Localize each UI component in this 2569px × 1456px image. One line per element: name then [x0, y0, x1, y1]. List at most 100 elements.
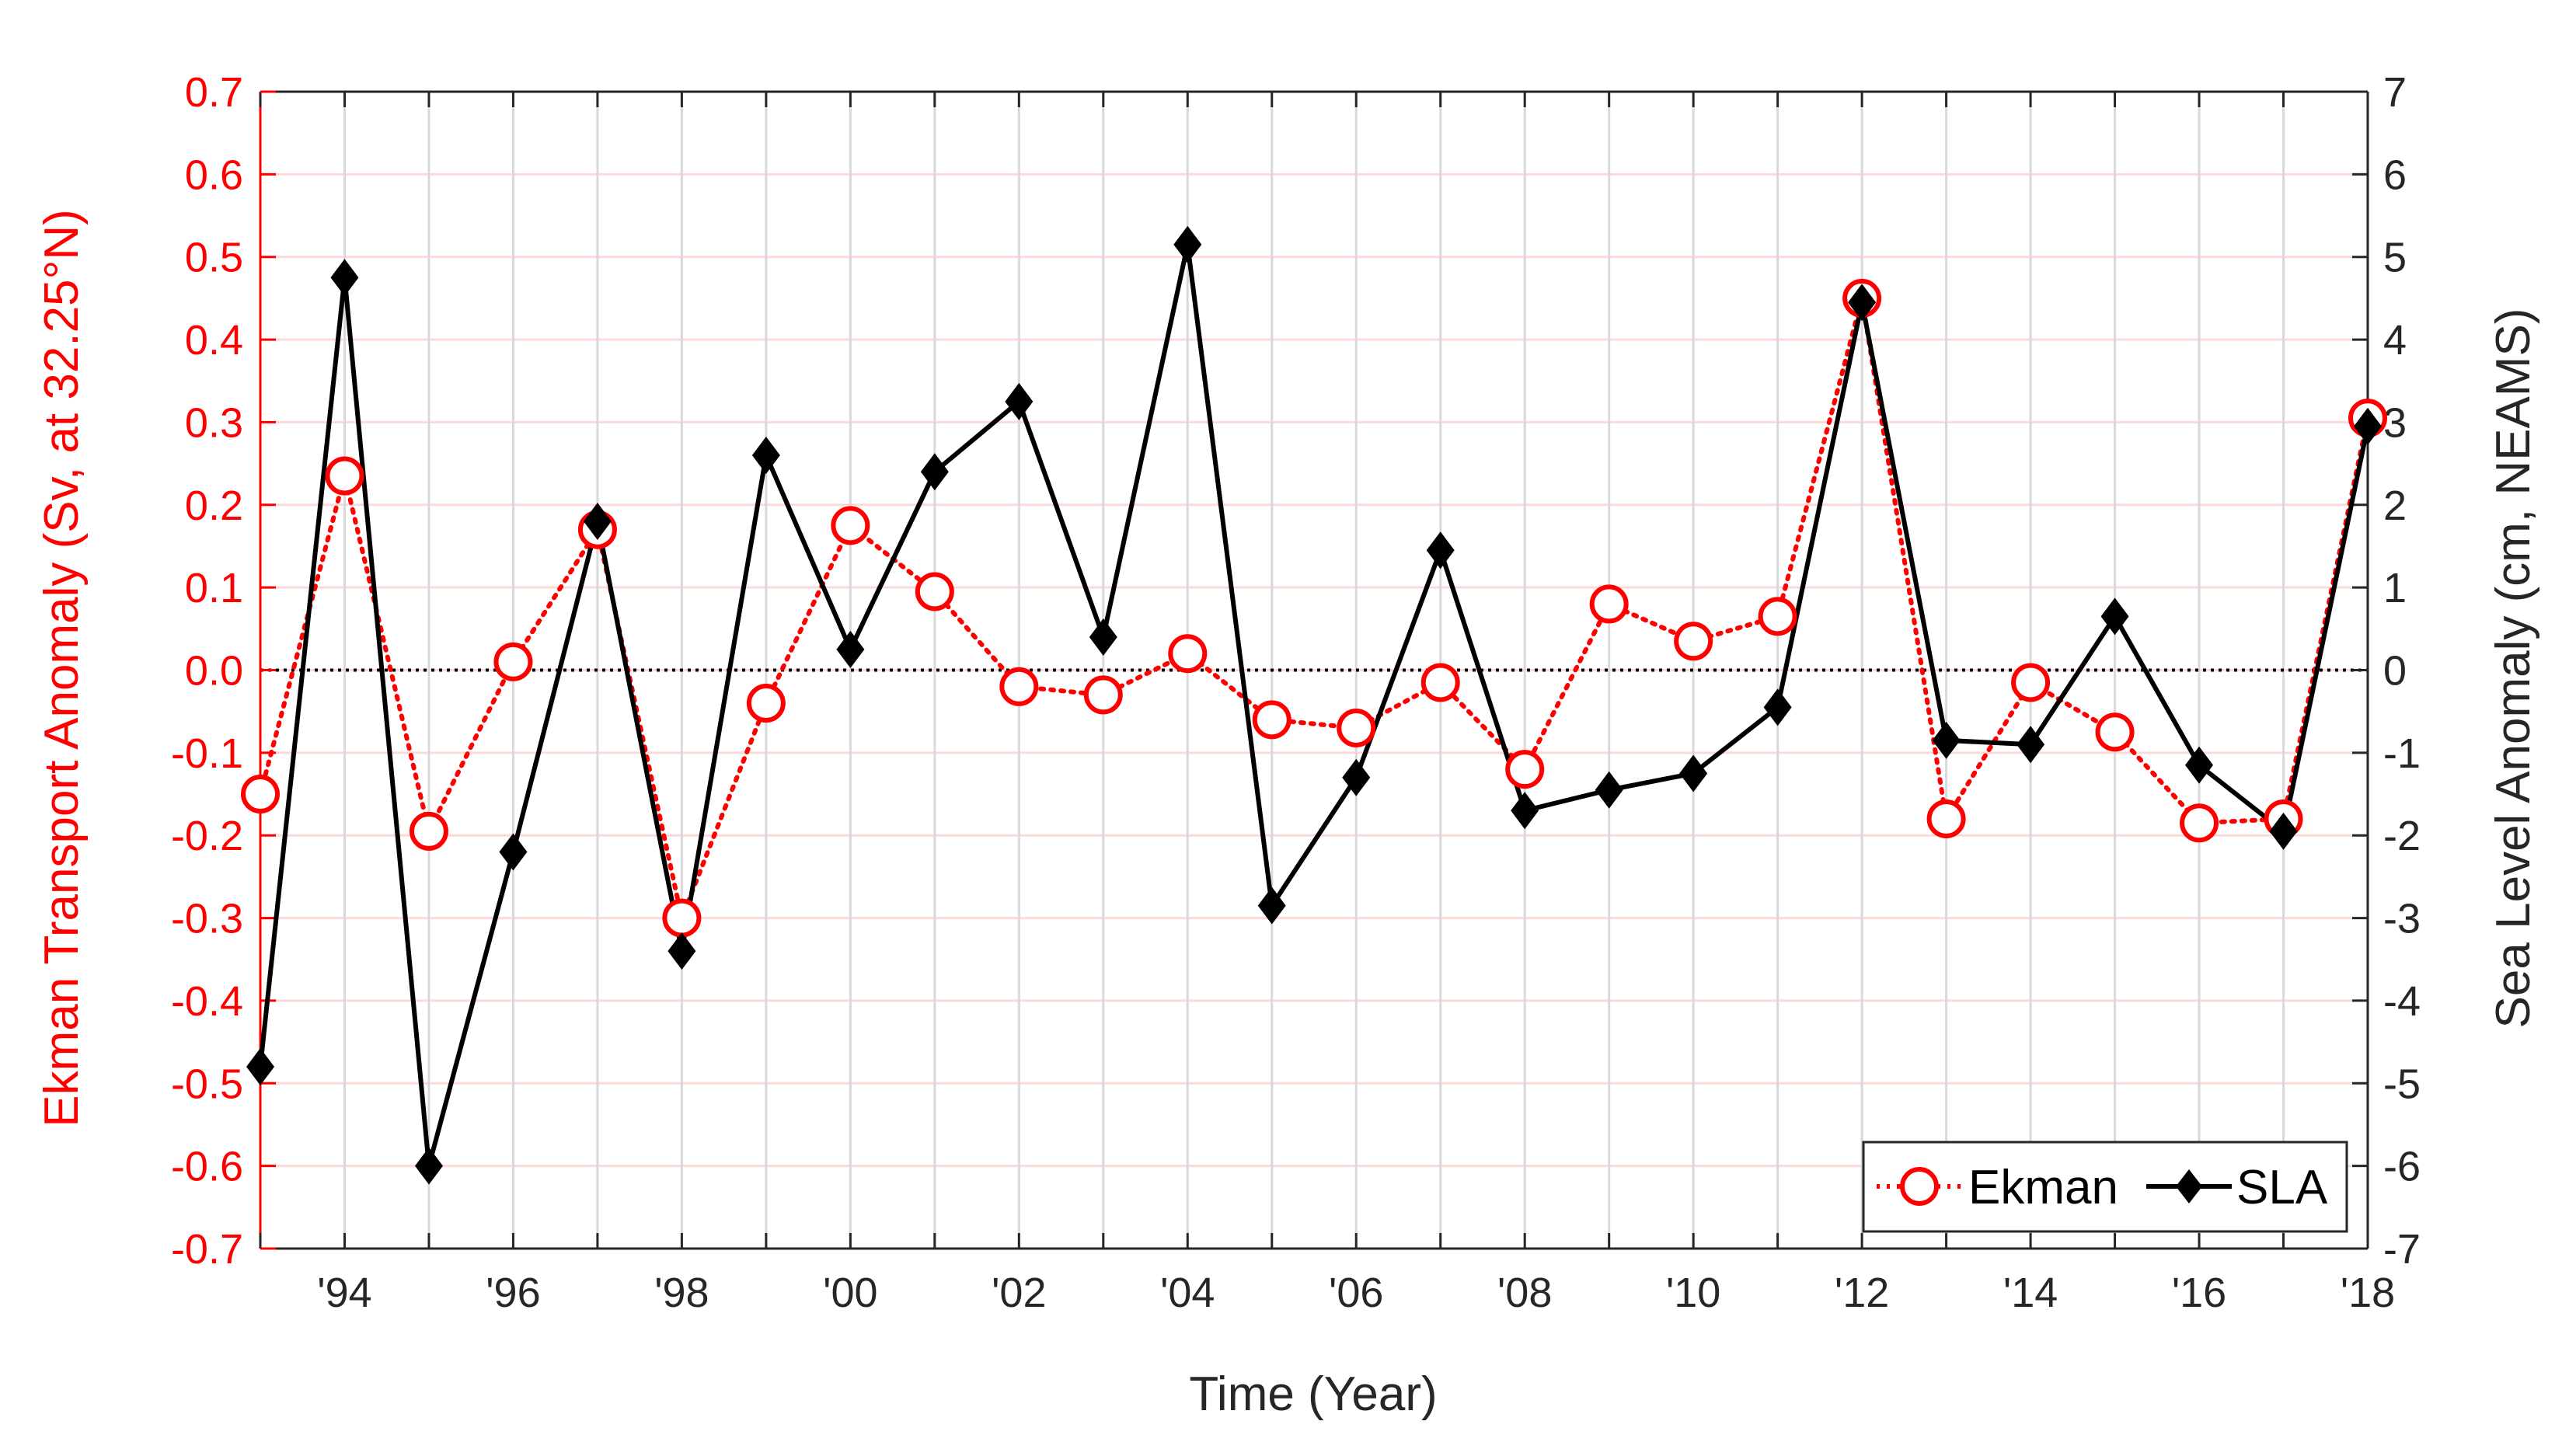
sla-point [1932, 721, 1961, 759]
ekman-point [1505, 750, 1545, 789]
left-y-tick-label: -0.4 [171, 978, 243, 1025]
legend-sla-marker [2176, 1169, 2202, 1203]
sla-point [330, 259, 359, 297]
ekman-point [241, 775, 280, 814]
sla-point [1848, 284, 1877, 322]
right-y-tick-label: 7 [2383, 69, 2407, 116]
x-axis-title: Time (Year) [1189, 1367, 1437, 1421]
left-y-tick-label: 0.7 [185, 69, 243, 116]
right-y-tick-label: 6 [2383, 152, 2407, 198]
right-y-tick-label: -6 [2383, 1144, 2421, 1190]
x-tick-label: '02 [992, 1270, 1046, 1316]
left-y-tick-label: 0.1 [185, 565, 243, 611]
left-y-tick-label: 0.2 [185, 482, 243, 529]
right-y-tick-label: 3 [2383, 399, 2407, 446]
right-y-tick-label: -3 [2383, 896, 2421, 942]
sla-point [668, 932, 696, 970]
sla-point [1257, 886, 1286, 925]
ekman-point [409, 811, 448, 851]
ekman-point [1337, 708, 1376, 747]
legend-ekman-label: Ekman [1968, 1161, 2118, 1214]
left-y-tick-label: -0.7 [171, 1226, 243, 1273]
sla-point [2354, 407, 2382, 445]
legend-ekman-marker [1900, 1167, 1939, 1206]
ekman-series-line [258, 298, 2370, 926]
x-tick-label: '14 [2003, 1270, 2058, 1316]
sla-point [246, 1048, 274, 1086]
ekman-point [1252, 700, 1291, 740]
sla-point [1763, 688, 1792, 726]
ekman-point [493, 642, 533, 681]
sla-point [2269, 812, 2298, 850]
ekman-point [2180, 803, 2219, 843]
ekman-point [999, 667, 1039, 706]
ekman-point [1758, 597, 1797, 636]
ekman-point [2011, 663, 2051, 702]
sla-point [2100, 597, 2129, 636]
ekman-point [325, 456, 364, 496]
ekman-point [1674, 622, 1713, 661]
right-y-tick-label: 5 [2383, 235, 2407, 281]
sla-point [1005, 382, 1034, 420]
x-tick-label: '16 [2172, 1270, 2226, 1316]
legend-sla-label: SLA [2236, 1161, 2328, 1214]
x-tick-label: '10 [1666, 1270, 1720, 1316]
sla-point [2185, 746, 2214, 784]
x-tick-label: '06 [1329, 1270, 1383, 1316]
sla-point [1595, 771, 1623, 809]
ekman-point [746, 684, 786, 723]
sla-series-line [258, 242, 2370, 1169]
x-tick-label: '94 [317, 1270, 371, 1316]
left-y-tick-label: 0.6 [185, 152, 243, 198]
sla-point [583, 503, 612, 541]
sla-point [1511, 792, 1539, 830]
right-y-tick-label: -1 [2383, 730, 2421, 777]
legend: Ekman SLA [1862, 1141, 2348, 1233]
legend-box [1862, 1141, 2348, 1233]
x-tick-label: '12 [1835, 1270, 1889, 1316]
left-y-tick-label: 0.3 [185, 399, 243, 446]
ekman-point [1083, 675, 1123, 715]
left-y-tick-label: -0.3 [171, 896, 243, 942]
ekman-point [1589, 584, 1629, 624]
left-y-tick-label: 0.4 [185, 317, 243, 364]
ekman-point [915, 572, 954, 611]
sla-point [1173, 225, 1202, 263]
sla-point [414, 1147, 443, 1185]
right-y-tick-label: 0 [2383, 648, 2407, 695]
sla-point [1089, 618, 1117, 656]
ekman-point [2095, 712, 2135, 752]
series [241, 225, 2387, 1185]
sla-point [751, 436, 780, 474]
x-tick-label: '96 [486, 1270, 540, 1316]
x-tick-label: '98 [654, 1270, 709, 1316]
right-y-tick-label: 1 [2383, 565, 2407, 611]
left-y-tick-label: -0.1 [171, 730, 243, 777]
left-y-tick-label: -0.2 [171, 813, 243, 859]
ekman-point [1420, 663, 1460, 702]
sla-point [1679, 754, 1708, 792]
sla-point [2017, 726, 2045, 764]
left-y-tick-label: 0.5 [185, 235, 243, 281]
sla-point [499, 833, 528, 871]
right-y-tick-label: 2 [2383, 482, 2407, 529]
right-y-tick-label: -4 [2383, 978, 2421, 1025]
sla-point [1342, 758, 1371, 796]
left-y-axis-title: Ekman Transport Anomaly (Sv, at 32.25°N) [35, 209, 89, 1127]
left-y-tick-label: -0.5 [171, 1061, 243, 1107]
right-y-tick-label: -7 [2383, 1226, 2421, 1273]
left-y-tick-label: -0.6 [171, 1144, 243, 1190]
sla-point [920, 453, 949, 491]
x-tick-label: '00 [823, 1270, 877, 1316]
x-tick-label: '18 [2341, 1270, 2395, 1316]
ekman-point [662, 898, 702, 938]
ekman-point [831, 506, 870, 545]
right-y-tick-label: -2 [2383, 813, 2421, 859]
axes: '94'96'98'00'02'04'06'08'10'12'14'16'18-… [171, 69, 2421, 1316]
x-tick-label: '04 [1160, 1270, 1215, 1316]
sla-point [836, 630, 865, 668]
right-y-tick-label: 4 [2383, 317, 2407, 364]
x-tick-label: '08 [1497, 1270, 1552, 1316]
left-y-tick-label: 0.0 [185, 648, 243, 695]
